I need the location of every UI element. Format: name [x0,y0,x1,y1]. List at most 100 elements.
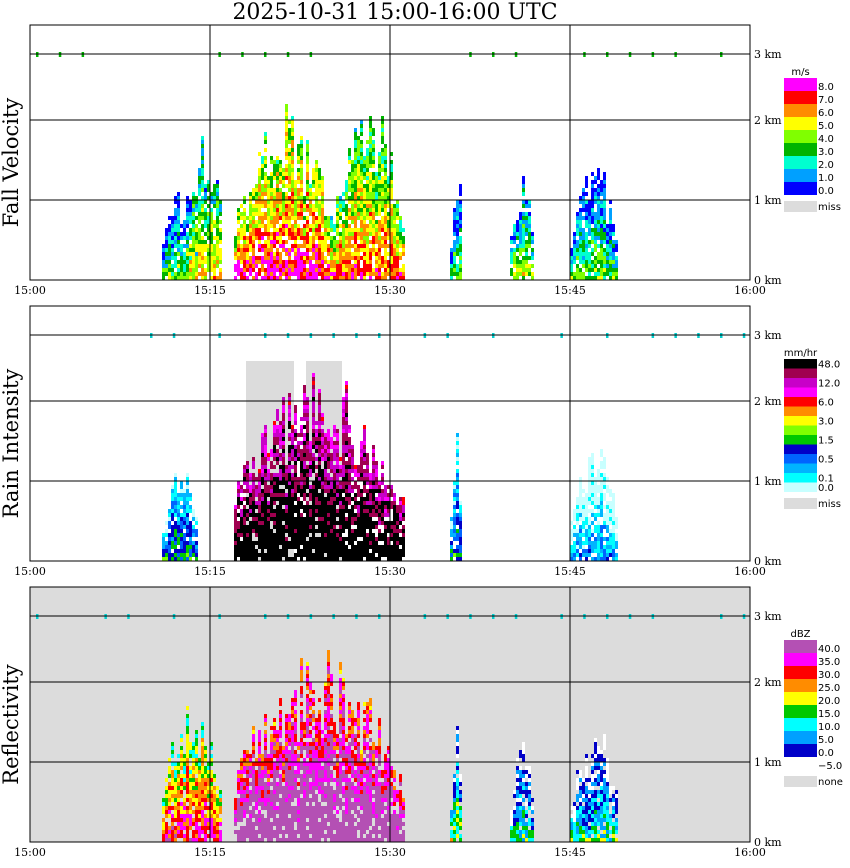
legend-label: 10.0 [818,722,840,733]
x-tick-label: 15:15 [194,565,226,578]
legend-label: 0.1 [818,474,834,485]
legend-swatch [784,679,817,692]
legend-swatch [784,378,817,388]
x-tick-label: 15:45 [554,846,586,859]
y-tick-label: 3 km [754,610,782,623]
plot-frame [29,305,751,562]
x-tick-label: 15:30 [374,565,406,578]
x-tick-label: 16:00 [734,565,766,578]
y-tick-label: 1 km [754,194,782,207]
x-tick-label: 15:45 [554,284,586,297]
legend-label: none [818,777,843,788]
legend-label: −5.0 [818,761,842,772]
legend-swatch [784,91,817,104]
panel-3: 15:00 15:15 15:30 15:45 16:000 km 1 km 2 km 3 k… [0,586,843,859]
legend-label: 0.0 [818,186,834,197]
legend-label: 4.0 [818,134,834,145]
legend-swatch [784,397,817,407]
legend-swatch [784,454,817,464]
legend-swatch [784,653,817,666]
x-tick-label: 16:00 [734,284,766,297]
legend-label: 2.0 [818,160,834,171]
legend-swatch [784,359,817,369]
y-tick-label: 0 km [754,836,782,849]
legend-swatch [784,143,817,156]
legend-label: 25.0 [818,683,840,694]
y-tick-label: 2 km [754,114,782,127]
legend-swatch [784,201,817,212]
legend-swatch [784,498,817,509]
y-tick-label: 2 km [754,676,782,689]
legend-swatch [784,692,817,705]
legend-label: 5.0 [818,121,834,132]
x-tick-label: 15:45 [554,565,586,578]
legend-swatch [784,718,817,731]
legend-swatch [784,406,817,416]
legend-swatch [784,776,817,787]
legend-swatch [784,705,817,718]
y-tick-label: 1 km [754,756,782,769]
legend-swatch [784,473,817,483]
legend-swatch [784,117,817,130]
y-tick-label: 3 km [754,48,782,61]
legend-swatch [784,416,817,426]
legend-swatch [784,425,817,435]
y-axis-label: Reflectivity [0,664,23,785]
x-tick-label: 15:00 [14,284,46,297]
legend-swatch [784,463,817,473]
legend-unit: dBZ [790,629,810,640]
legend-swatch [784,731,817,744]
legend-label: 12.0 [818,379,840,390]
x-tick-label: 15:15 [194,284,226,297]
y-tick-label: 3 km [754,329,782,342]
plot-frame [29,24,751,281]
panel-2: 15:00 15:15 15:30 15:45 16:000 km 1 km 2 km 3 k… [0,305,841,578]
legend-swatch [784,130,817,143]
legend-swatch [784,368,817,378]
page-title: 2025-10-31 15:00-16:00 UTC [232,0,558,25]
legend-label: miss [818,499,841,510]
x-tick-label: 15:15 [194,846,226,859]
legend-label: 0.0 [818,748,834,759]
legend-label: 15.0 [818,709,840,720]
plot-frame [29,586,751,843]
legend-label: 0.5 [818,455,834,466]
legend-swatch [784,640,817,653]
legend-label: 40.0 [818,644,840,655]
legend-swatch [784,387,817,397]
legend-label: miss [818,202,841,213]
x-tick-label: 15:30 [374,284,406,297]
legend-label: 35.0 [818,657,840,668]
legend-swatch [784,169,817,182]
y-tick-label: 1 km [754,475,782,488]
legend-label: 1.5 [818,436,834,447]
legend-swatch [784,482,817,492]
legend-swatch [784,156,817,169]
legend-label: 1.0 [818,173,834,184]
y-tick-label: 2 km [754,395,782,408]
legend-label: 5.0 [818,735,834,746]
legend-label: 20.0 [818,696,840,707]
x-tick-label: 16:00 [734,846,766,859]
legend-unit: m/s [791,67,809,78]
legend-label: 0.0 [818,483,834,494]
legend-label: 3.0 [818,147,834,158]
echo-cells [162,373,618,561]
legend-label: 48.0 [818,360,840,371]
legend-label: 6.0 [818,108,834,119]
legend-label: 7.0 [818,95,834,106]
legend-swatch [784,104,817,117]
y-axis-label: Fall Velocity [0,98,23,228]
legend-label: 3.0 [818,417,834,428]
y-axis-label: Rain Intensity [0,369,23,519]
y-tick-label: 0 km [754,555,782,568]
echo-cells [162,104,618,280]
legend-swatch [784,182,817,195]
x-tick-label: 15:00 [14,565,46,578]
echo-cells [162,650,618,842]
legend-swatch [784,435,817,445]
legend-unit: mm/hr [784,348,818,359]
y-tick-label: 0 km [754,274,782,287]
x-tick-label: 15:00 [14,846,46,859]
legend-swatch [784,757,817,770]
